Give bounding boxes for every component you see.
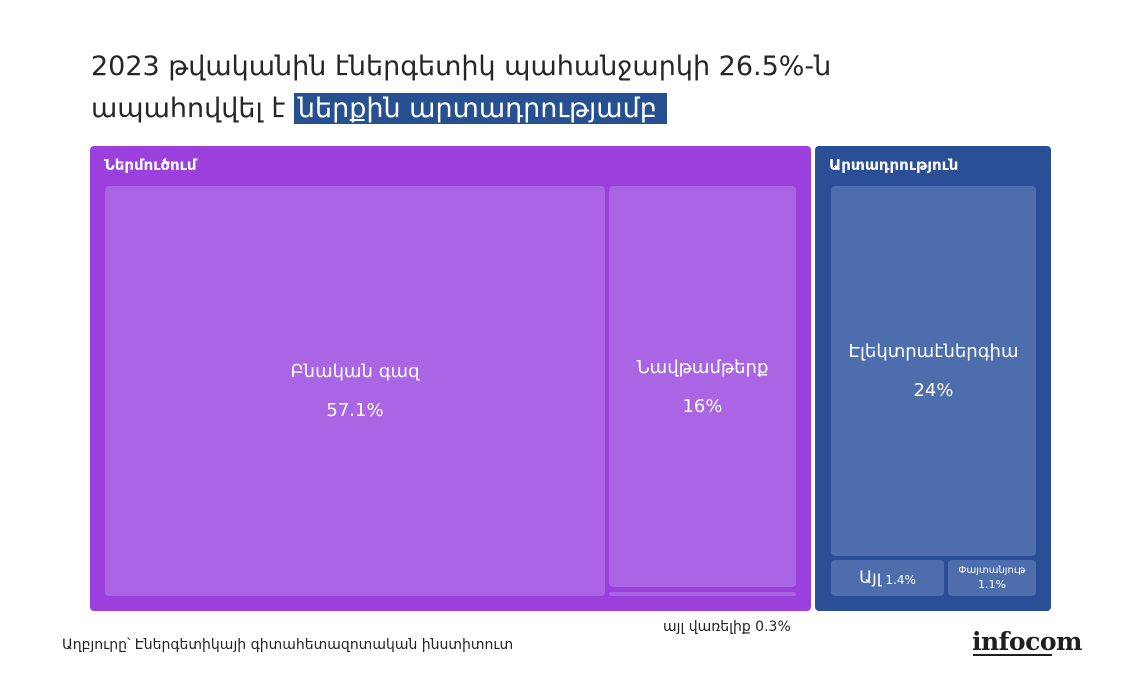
tile-other-fuel[interactable] (609, 592, 796, 596)
tile-wood-value: 1.1% (978, 578, 1006, 591)
logo-underline (973, 654, 1052, 656)
tile-natural-gas-value: 57.1% (326, 400, 384, 421)
tile-oil-products-name: Նավթամթերք (636, 356, 769, 378)
tile-wood-name: Փայտանյութ (958, 565, 1026, 576)
tile-oil-products[interactable]: Նավթամթերք 16% (609, 186, 796, 587)
tile-electricity-value: 24% (913, 380, 954, 401)
tile-electricity-name: Էլեկտրաէներգիա (848, 341, 1019, 362)
tile-oil-products-value: 16% (682, 395, 723, 417)
title-highlight: ներքին արտադրությամբ (293, 93, 667, 124)
tile-natural-gas-name: Բնական գազ (290, 361, 420, 382)
infocom-logo: infocom (972, 627, 1082, 656)
tile-electricity[interactable]: Էլեկտրաէներգիա 24% (831, 186, 1036, 556)
tile-natural-gas[interactable]: Բնական գազ 57.1% (105, 186, 605, 596)
other-fuel-annotation: այլ վառելիք 0.3% (663, 619, 791, 635)
title-line1: 2023 թվականին էներգետիկ պահանջարկի 26.5%… (91, 51, 832, 82)
tile-other-name: Այլ (859, 568, 882, 588)
source-note: Աղբյուրը՝ Էներգետիկայի գիտահետազոտական ի… (62, 637, 514, 653)
group-production-label: Արտադրություն (829, 156, 959, 174)
tile-other[interactable]: Այլ 1.4% (831, 560, 944, 596)
group-import-label: Ներմուծում (104, 156, 197, 174)
tile-wood[interactable]: Փայտանյութ 1.1% (948, 560, 1036, 596)
title-line2: ապահովվել է (91, 93, 294, 124)
chart-title: 2023 թվականին էներգետիկ պահանջարկի 26.5%… (91, 46, 911, 130)
tile-other-value: 1.4% (885, 573, 916, 587)
